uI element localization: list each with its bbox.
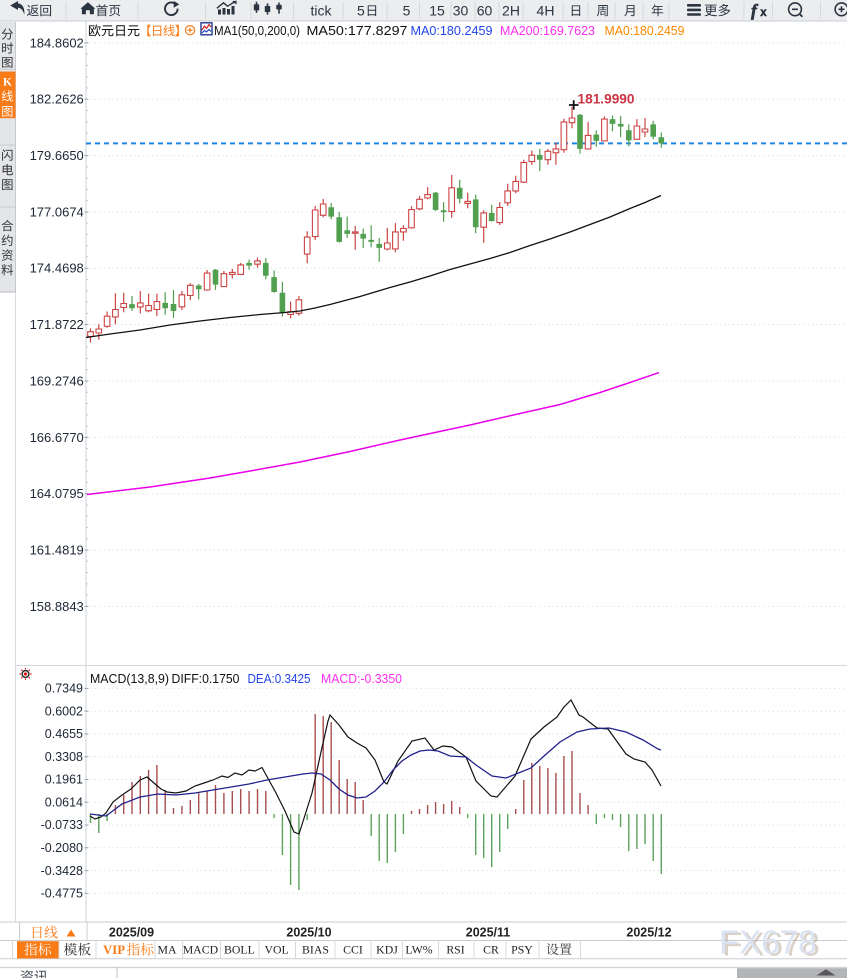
svg-text:2025/10: 2025/10 [286, 926, 331, 940]
svg-text:30: 30 [453, 2, 469, 18]
svg-text:0.6002: 0.6002 [45, 704, 83, 718]
svg-text:K: K [3, 76, 12, 88]
svg-text:VOL: VOL [264, 942, 288, 956]
svg-text:FX678: FX678 [722, 925, 820, 962]
svg-text:161.4819: 161.4819 [30, 542, 84, 557]
svg-text:-0.2080: -0.2080 [41, 841, 83, 855]
svg-text:MA50:177.8297: MA50:177.8297 [307, 23, 408, 38]
svg-text:60: 60 [477, 2, 493, 18]
svg-text:MA0:180.2459: MA0:180.2459 [411, 23, 493, 38]
svg-text:5: 5 [357, 2, 365, 18]
svg-text:MA200:169.7623: MA200:169.7623 [500, 23, 595, 38]
svg-text:-0.4775: -0.4775 [41, 887, 83, 901]
svg-text:-0.0733: -0.0733 [41, 818, 83, 832]
svg-text:182.2626: 182.2626 [30, 92, 84, 107]
svg-text:181.9990: 181.9990 [578, 92, 635, 107]
svg-text:158.8843: 158.8843 [30, 599, 84, 614]
svg-text:4H: 4H [537, 2, 555, 18]
svg-text:0.1961: 0.1961 [45, 773, 83, 787]
svg-text:177.0674: 177.0674 [30, 204, 84, 219]
svg-text:0.3308: 0.3308 [45, 750, 83, 764]
svg-text:CR: CR [483, 942, 499, 956]
svg-text:-0.3428: -0.3428 [41, 864, 83, 878]
svg-text:CCI: CCI [343, 942, 363, 956]
svg-text:KDJ: KDJ [376, 942, 398, 956]
svg-text:MA0:180.2459: MA0:180.2459 [605, 23, 685, 38]
svg-text:MACD: MACD [183, 942, 219, 956]
svg-text:0.4655: 0.4655 [45, 727, 83, 741]
svg-text:2025/11: 2025/11 [466, 926, 511, 940]
svg-text:169.2746: 169.2746 [30, 373, 84, 388]
svg-text:DIFF:0.1750: DIFF:0.1750 [172, 671, 240, 686]
svg-text:tick: tick [311, 2, 333, 18]
svg-text:LW%: LW% [405, 942, 432, 956]
svg-text:2025/12: 2025/12 [626, 926, 671, 940]
svg-text:RSI: RSI [446, 942, 464, 956]
svg-text:VIP: VIP [103, 943, 125, 957]
svg-text:171.8722: 171.8722 [30, 317, 84, 332]
svg-text:MACD(13,8,9): MACD(13,8,9) [90, 671, 169, 686]
svg-text:184.8602: 184.8602 [30, 35, 84, 50]
svg-text:MACD:-0.3350: MACD:-0.3350 [321, 671, 402, 686]
svg-text:f: f [751, 1, 759, 20]
svg-text:FX678: FX678 [719, 924, 817, 961]
svg-text:2025/09: 2025/09 [109, 926, 154, 940]
svg-text:179.6650: 179.6650 [30, 148, 84, 163]
svg-text:x: x [760, 7, 767, 19]
svg-text:0.0614: 0.0614 [45, 795, 83, 809]
svg-text:2H: 2H [502, 2, 520, 18]
svg-text:MA1(50,0,200,0): MA1(50,0,200,0) [214, 23, 300, 38]
svg-text:166.6770: 166.6770 [30, 430, 84, 445]
svg-text:DEA:0.3425: DEA:0.3425 [248, 671, 311, 686]
svg-text:BOLL: BOLL [224, 942, 255, 956]
svg-text:15: 15 [429, 2, 445, 18]
svg-text:164.0795: 164.0795 [30, 486, 84, 501]
svg-text:MA: MA [157, 942, 176, 956]
svg-text:BIAS: BIAS [302, 942, 329, 956]
svg-text:PSY: PSY [511, 942, 533, 956]
svg-text:0.7349: 0.7349 [45, 682, 83, 696]
svg-text:174.4698: 174.4698 [30, 261, 84, 276]
svg-text:5: 5 [403, 2, 411, 18]
